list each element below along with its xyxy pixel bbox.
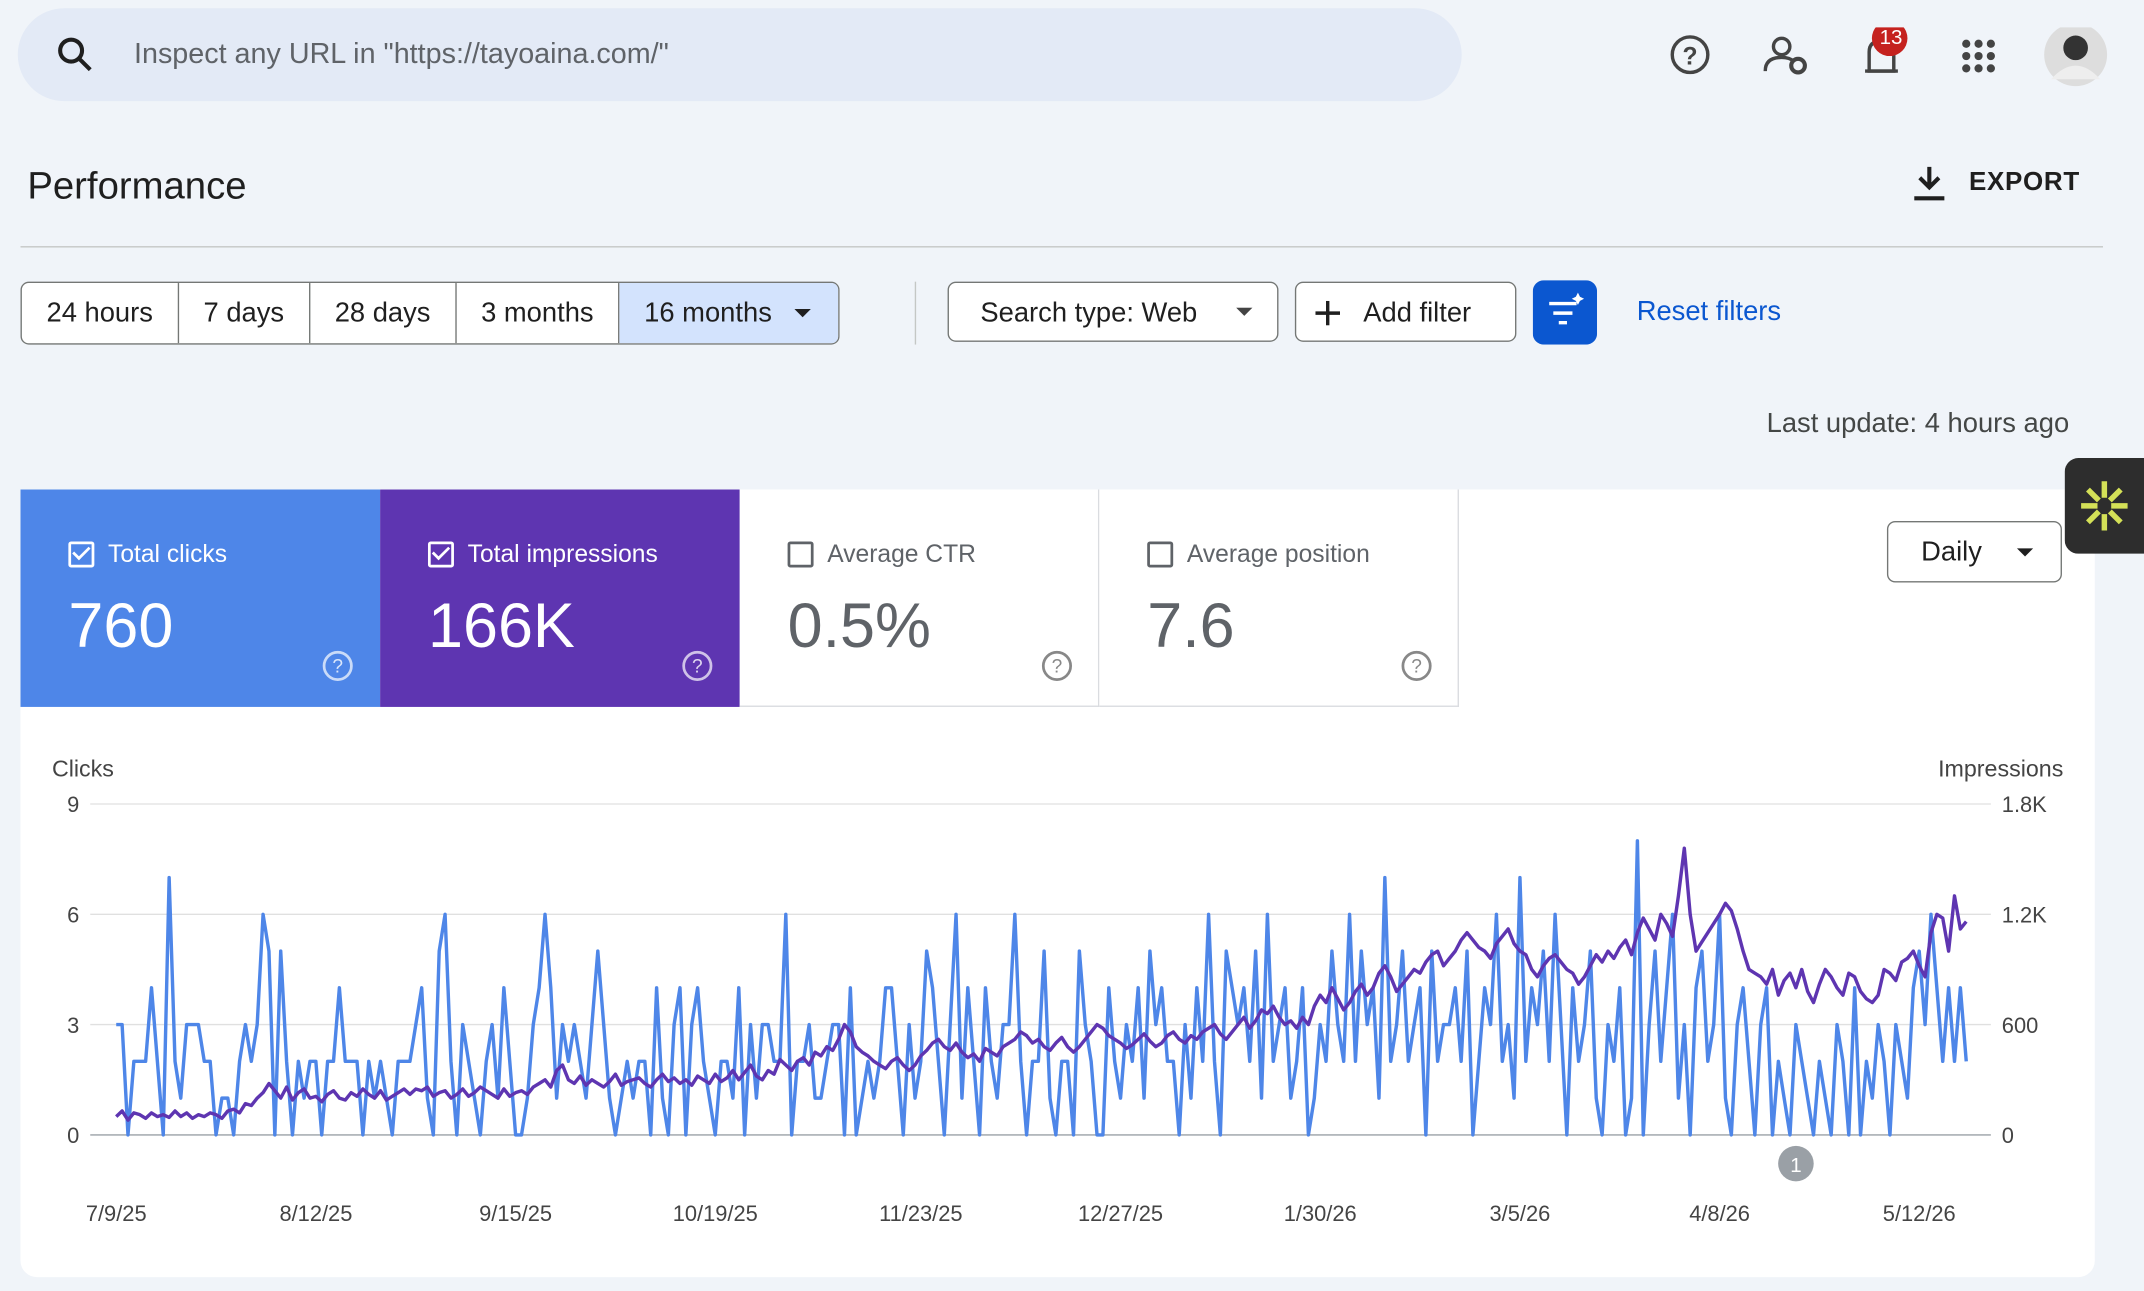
x-tick-label: 10/19/25 xyxy=(673,1201,758,1226)
series-line xyxy=(115,846,1968,1122)
metric-card[interactable]: Average CTR 0.5%? xyxy=(739,489,1100,707)
metric-label: Total clicks xyxy=(108,540,228,568)
annotation-label: 1 xyxy=(1790,1154,1801,1177)
y-tick-label: 6 xyxy=(67,903,79,928)
dropdown-arrow xyxy=(2016,548,2034,557)
apps-icon[interactable] xyxy=(1962,39,1995,73)
help-icon: ? xyxy=(322,650,353,681)
ai-filter-button[interactable] xyxy=(1532,280,1598,345)
checkbox xyxy=(427,541,454,568)
metric-value: 7.6 xyxy=(1147,589,1235,661)
metric-card[interactable]: Average position 7.6? xyxy=(1099,489,1459,707)
date-range-option[interactable]: 7 days xyxy=(179,283,311,344)
checkbox xyxy=(68,541,95,568)
y-tick-label: 9 xyxy=(67,792,79,817)
page-title: Performance xyxy=(27,164,247,207)
x-tick-label: 5/12/26 xyxy=(1883,1201,1956,1226)
metric-value: 166K xyxy=(427,589,575,661)
date-range-option[interactable]: 16 months xyxy=(619,283,838,344)
x-tick-label: 4/8/26 xyxy=(1689,1201,1750,1226)
help-icon: ? xyxy=(1041,650,1073,681)
y-tick-label: 3 xyxy=(67,1013,79,1038)
metric-card[interactable]: Total impressions 166K? xyxy=(380,489,740,707)
export-button[interactable]: EXPORT xyxy=(1968,168,2080,197)
extension-widget[interactable] xyxy=(2064,458,2144,554)
last-update: Last update: 4 hours ago xyxy=(1766,408,2070,439)
search-type-label: Search type: Web xyxy=(980,298,1198,329)
x-tick-label: 1/30/26 xyxy=(1284,1201,1357,1226)
checkbox xyxy=(1147,541,1174,568)
metric-label: Total impressions xyxy=(467,540,658,568)
dropdown-arrow xyxy=(1236,307,1253,316)
export-icon xyxy=(1914,166,1945,201)
metric-value: 760 xyxy=(68,589,174,661)
date-range-option[interactable]: 3 months xyxy=(456,283,620,344)
add-filter-button[interactable]: Add filter xyxy=(1294,281,1517,342)
notification-count: 13 xyxy=(1879,25,1903,50)
notifications-icon[interactable] xyxy=(1865,27,1908,73)
metric-value: 0.5% xyxy=(787,589,931,661)
series-line xyxy=(116,839,1968,1137)
users-icon[interactable] xyxy=(1763,36,1807,75)
svg-text:?: ? xyxy=(1683,43,1698,70)
divider xyxy=(20,246,2103,248)
add-filter-label: Add filter xyxy=(1363,298,1472,329)
dropdown-arrow xyxy=(793,309,811,318)
granularity-selector[interactable]: Daily xyxy=(1886,520,2062,583)
y2-axis-title: Impressions xyxy=(1938,756,2063,782)
url-inspect-search[interactable]: Inspect any URL in "https://tayoaina.com… xyxy=(17,8,1462,102)
x-tick-label: 3/5/26 xyxy=(1490,1201,1551,1226)
x-tick-label: 12/27/25 xyxy=(1078,1201,1163,1226)
top-icons: ? xyxy=(1670,27,2108,87)
help-icon: ? xyxy=(1401,650,1432,681)
plus-icon xyxy=(1315,300,1341,326)
x-tick-label: 7/9/25 xyxy=(86,1201,147,1226)
divider xyxy=(914,281,917,345)
x-tick-label: 11/23/25 xyxy=(879,1201,962,1226)
search-placeholder: Inspect any URL in "https://tayoaina.com… xyxy=(134,38,669,70)
date-range-option[interactable]: 28 days xyxy=(310,283,457,344)
y2-tick-label: 1.8K xyxy=(2002,792,2047,817)
reset-filters-link[interactable]: Reset filters xyxy=(1636,296,1782,327)
y-tick-label: 0 xyxy=(67,1123,79,1148)
y2-tick-label: 0 xyxy=(2002,1123,2014,1148)
search-icon xyxy=(58,37,92,72)
y2-tick-label: 600 xyxy=(2002,1013,2038,1038)
help-icon: ? xyxy=(682,650,713,681)
x-tick-label: 8/12/25 xyxy=(279,1201,352,1226)
x-tick-label: 9/15/25 xyxy=(479,1201,552,1226)
granularity-label: Daily xyxy=(1921,537,1982,568)
annotation-marker[interactable] xyxy=(1778,1145,1814,1182)
metric-label: Average CTR xyxy=(827,540,976,568)
date-range-option[interactable]: 24 hours xyxy=(22,283,179,344)
search-type-filter[interactable]: Search type: Web xyxy=(947,281,1279,342)
y2-tick-label: 1.2K xyxy=(2002,903,2047,928)
metric-card[interactable]: Total clicks 760? xyxy=(20,489,381,707)
checkbox xyxy=(787,541,814,568)
date-range-selector: 24 hours 7 days 28 days 3 months 16 months xyxy=(20,281,839,345)
y-axis-title: Clicks xyxy=(52,756,114,782)
metric-label: Average position xyxy=(1186,540,1370,568)
help-icon[interactable]: ? xyxy=(1670,35,1710,75)
avatar[interactable] xyxy=(2044,27,2108,87)
